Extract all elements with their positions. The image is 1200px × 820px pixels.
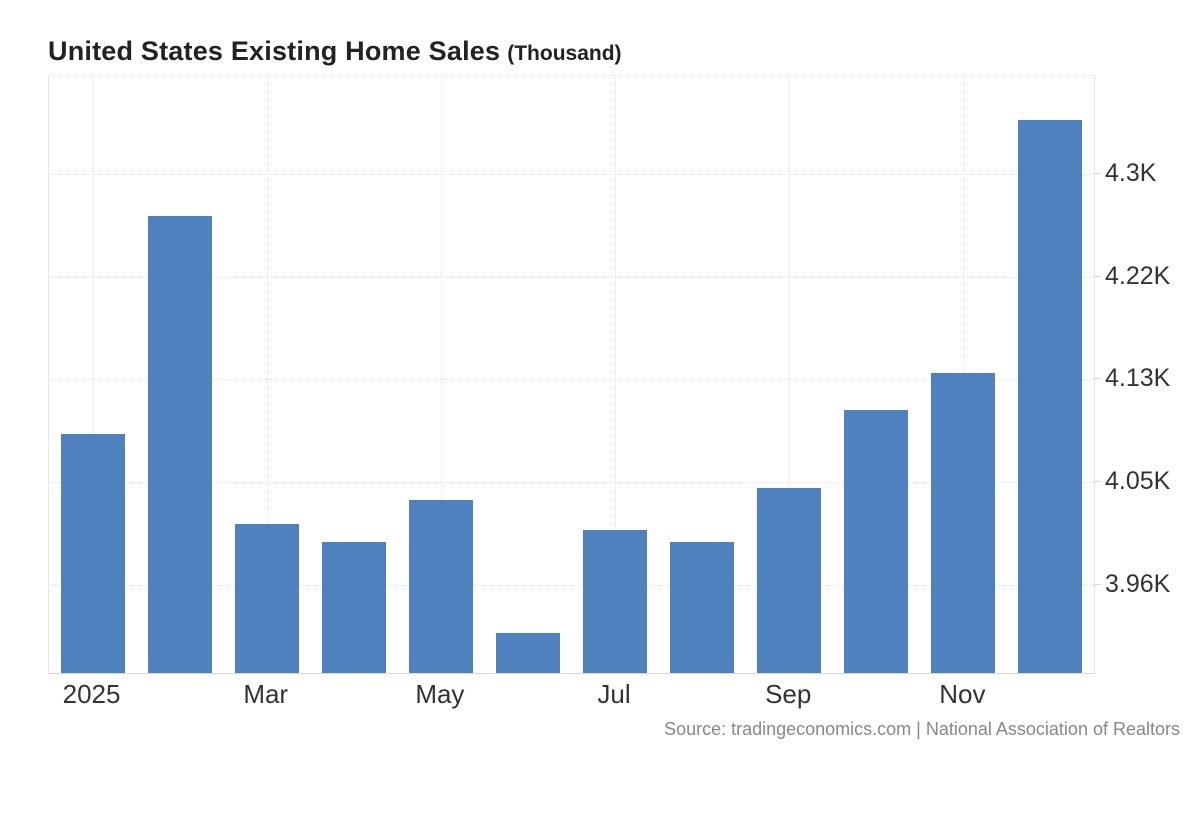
y-tick-mark (1094, 583, 1101, 585)
x-axis-label: Sep (765, 679, 812, 709)
chart-title: United States Existing Home Sales (Thousa… (48, 36, 622, 67)
h-gridline-3.96k (49, 584, 1094, 586)
bar-oct-2025[interactable] (844, 409, 909, 673)
bar-dec-2025[interactable] (1018, 119, 1083, 673)
v-gridline-2025 (92, 76, 94, 673)
y-tick-mark (1094, 275, 1101, 277)
y-axis-label: 4.3K (1105, 158, 1157, 187)
v-gridline-may (440, 76, 442, 673)
bar-sep-2025[interactable] (757, 488, 822, 673)
y-tick-mark (1094, 378, 1101, 380)
h-gridline-4.05k (49, 482, 1094, 484)
bar-feb-2025[interactable] (147, 216, 212, 673)
bar-jun-2025[interactable] (495, 633, 560, 673)
x-axis-label: Jul (597, 679, 631, 709)
chart-title-text: United States Existing Home Sales (48, 36, 501, 66)
chart-title-unit: (Thousand) (507, 42, 622, 65)
y-axis-label: 4.13K (1105, 364, 1171, 393)
x-axis-label: Nov (939, 679, 986, 709)
bar-nov-2025[interactable] (931, 373, 996, 673)
y-tick-mark (1094, 172, 1101, 174)
y-axis: 3.96K 4.05K 4.13K 4.22K 4.3K (1094, 75, 1194, 672)
x-axis-label: May (415, 679, 465, 709)
x-axis-label: Mar (243, 679, 289, 709)
bar-jul-2025[interactable] (583, 530, 648, 673)
v-gridline-mar (266, 76, 268, 673)
y-axis-label: 4.22K (1105, 261, 1171, 290)
h-gridline-4.13k (49, 379, 1094, 381)
bar-may-2025[interactable] (408, 500, 473, 673)
x-axis: 2025 Mar May Jul Sep Nov (48, 679, 1093, 711)
h-gridline-4.22k (49, 276, 1094, 278)
y-axis-label: 4.05K (1105, 467, 1171, 496)
y-axis-label: 3.96K (1105, 569, 1171, 598)
y-tick-mark (1094, 481, 1101, 483)
bar-mar-2025[interactable] (234, 524, 299, 673)
bar-apr-2025[interactable] (321, 542, 386, 673)
source-credit: Source: tradingeconomics.com | National … (664, 719, 1180, 739)
bar-aug-2025[interactable] (670, 542, 735, 673)
x-axis-label: 2025 (62, 679, 121, 709)
h-gridline-4.3k (49, 173, 1094, 175)
v-gridline-sep (789, 76, 791, 673)
v-gridline-jul (615, 76, 617, 673)
plot-area (48, 75, 1095, 674)
bar-jan-2025[interactable] (60, 433, 125, 673)
